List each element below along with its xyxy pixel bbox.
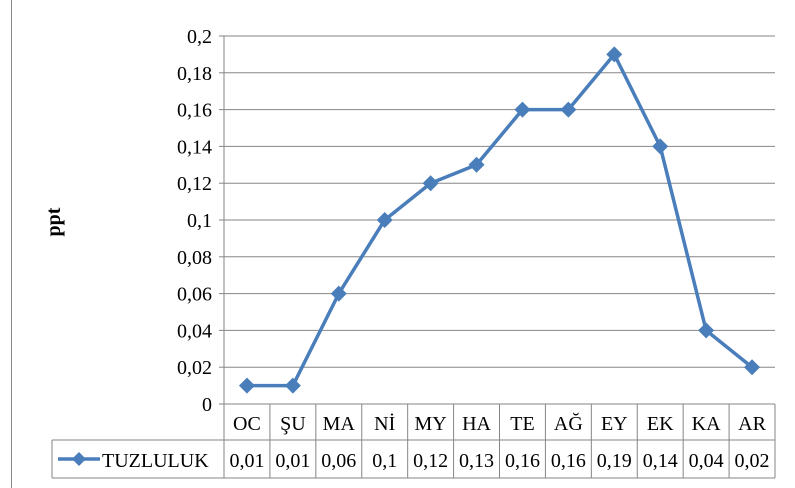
data-point-marker — [376, 212, 393, 228]
x-category-label: AĞ — [554, 412, 583, 435]
x-category-label: AR — [738, 413, 766, 435]
y-tick-label: 0,2 — [187, 26, 212, 48]
series-line — [246, 52, 754, 388]
x-category-label: ŞU — [280, 413, 306, 435]
x-category-label: OC — [233, 413, 261, 435]
y-tick-label: 0,06 — [177, 284, 212, 306]
data-point-marker — [284, 377, 301, 394]
x-category-label: HA — [462, 413, 491, 435]
x-category-label: Nİ — [374, 412, 395, 435]
table-value-cell: 0,19 — [597, 450, 632, 472]
table-value-cell: 0,14 — [643, 450, 678, 472]
table-value-cell: 0,06 — [321, 450, 356, 472]
x-category-label: EY — [601, 413, 628, 435]
table-value-cell: 0,02 — [735, 450, 770, 472]
y-tick-label: 0,04 — [177, 320, 212, 342]
table-value-cell: 0,13 — [459, 450, 494, 472]
y-tick-label: 0,18 — [177, 63, 212, 85]
data-point-marker — [698, 322, 715, 339]
chart-left-border — [11, 0, 12, 488]
table-value-cell: 0,12 — [413, 450, 448, 472]
table-value-cell: 0,01 — [229, 450, 264, 472]
data-point-marker — [606, 46, 623, 63]
y-tick-label: 0,12 — [177, 173, 212, 195]
legend-label: TUZLULUK — [102, 450, 209, 472]
data-point-marker — [744, 359, 761, 376]
data-point-marker — [652, 138, 669, 155]
data-point-marker — [238, 377, 255, 394]
y-tick-label: 0,02 — [177, 357, 212, 379]
table-value-cell: 0,1 — [372, 450, 397, 472]
y-tick-label: 0,1 — [187, 210, 212, 232]
data-point-marker — [422, 175, 439, 192]
legend-marker — [72, 452, 86, 466]
table-value-cell: 0,04 — [689, 450, 724, 472]
table-value-cell: 0,16 — [551, 450, 586, 472]
x-category-label: KA — [692, 413, 721, 435]
data-point-marker — [330, 285, 347, 302]
y-tick-label: 0,16 — [177, 100, 212, 122]
x-category-label: EK — [647, 413, 674, 435]
x-category-label: TE — [510, 413, 534, 435]
x-category-label: MA — [323, 413, 356, 435]
y-tick-label: 0,08 — [177, 247, 212, 269]
table-value-cell: 0,01 — [275, 450, 310, 472]
data-point-marker — [560, 101, 577, 118]
x-category-label: MY — [415, 413, 447, 435]
data-point-marker — [514, 101, 531, 118]
data-point-marker — [468, 156, 485, 173]
table-value-cell: 0,16 — [505, 450, 540, 472]
y-tick-label: 0,14 — [177, 136, 212, 158]
y-tick-label: 0 — [202, 394, 212, 416]
